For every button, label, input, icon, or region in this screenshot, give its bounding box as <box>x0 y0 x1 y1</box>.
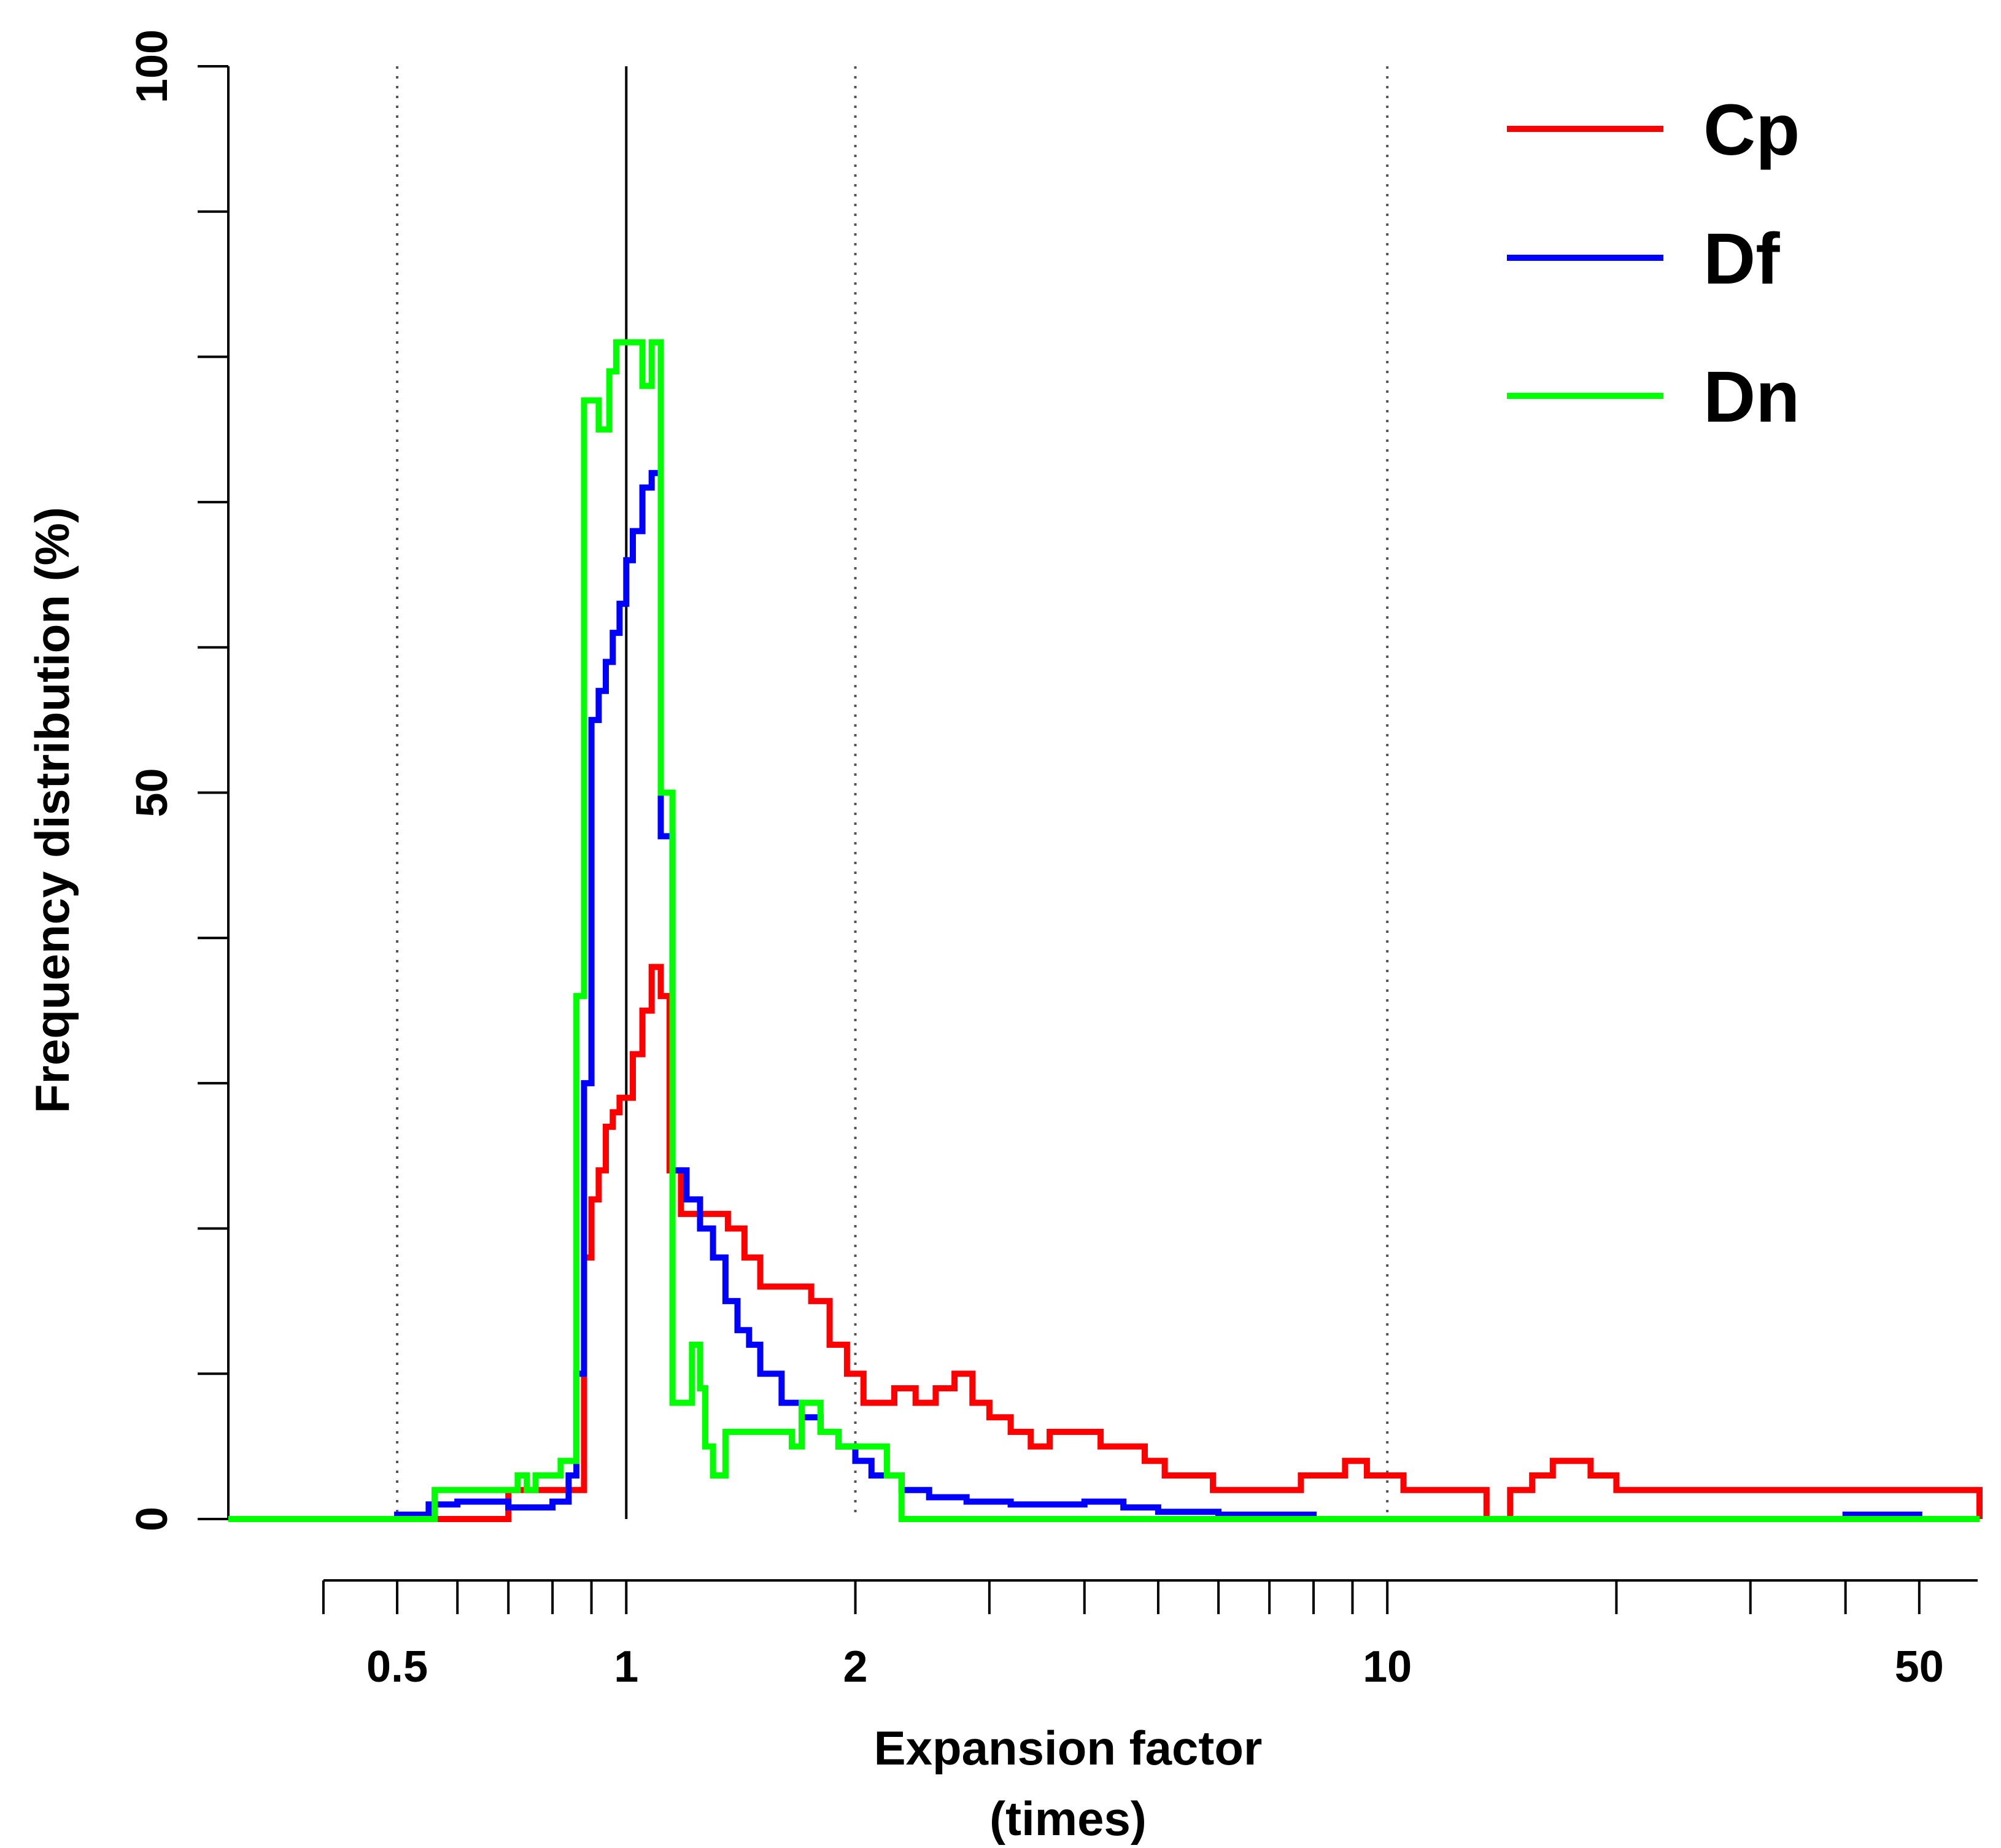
series-line-df <box>228 470 1980 1522</box>
legend: Cp Df Dn <box>1507 90 1800 438</box>
x-tick-label-10: 10 <box>1363 1642 1412 1691</box>
y-axis-ticks: 0 50 100 <box>128 29 228 1531</box>
y-tick-label-100: 100 <box>128 29 177 103</box>
x-tick-label-50: 50 <box>1895 1642 1944 1691</box>
x-axis-ticks: 0.5 1 2 10 50 <box>322 1580 1944 1691</box>
x-tick-label-2: 2 <box>843 1642 868 1691</box>
series-layer <box>228 339 1983 1522</box>
y-tick-label-50: 50 <box>128 768 177 817</box>
x-tick-label-1: 1 <box>614 1642 638 1691</box>
legend-label-df: Df <box>1703 218 1780 300</box>
grid-layer <box>396 66 1389 1519</box>
series-line-dn <box>228 339 1980 1522</box>
series-line-cp <box>228 964 1983 1522</box>
legend-label-dn: Dn <box>1703 357 1800 438</box>
y-axis-title: Frequency distribution (%) <box>25 507 79 1113</box>
y-tick-label-0: 0 <box>128 1507 177 1531</box>
legend-label-cp: Cp <box>1703 90 1800 171</box>
x-axis-units: (times) <box>989 1792 1147 1846</box>
x-tick-label-0_5: 0.5 <box>366 1642 428 1691</box>
x-axis-title: Expansion factor <box>874 1721 1263 1775</box>
